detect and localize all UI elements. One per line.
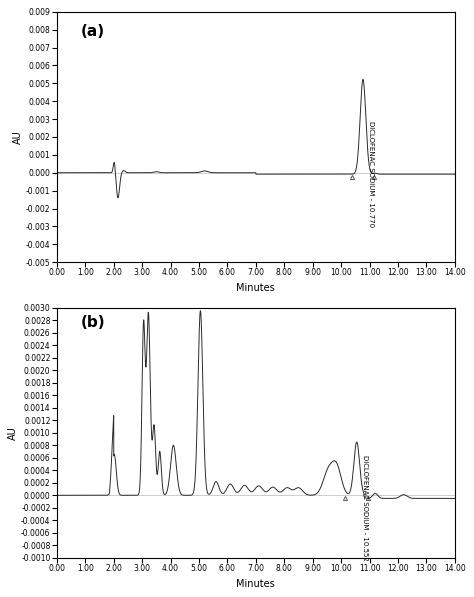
- X-axis label: Minutes: Minutes: [237, 578, 275, 589]
- Text: DICLOFENAC SODIUM - 10.770: DICLOFENAC SODIUM - 10.770: [368, 121, 374, 227]
- Text: (a): (a): [81, 24, 105, 39]
- Text: DICLOFENAC SODIUM - 10.552: DICLOFENAC SODIUM - 10.552: [362, 456, 368, 561]
- Y-axis label: AU: AU: [13, 130, 23, 144]
- Y-axis label: AU: AU: [9, 426, 18, 439]
- Text: (b): (b): [81, 315, 105, 330]
- X-axis label: Minutes: Minutes: [237, 283, 275, 293]
